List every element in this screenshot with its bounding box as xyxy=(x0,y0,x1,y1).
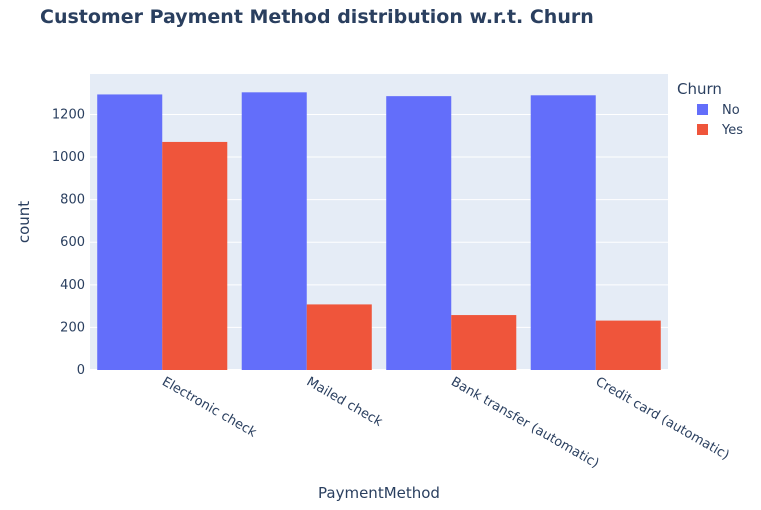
bar-no-1 xyxy=(241,92,307,371)
legend-swatch-yes[interactable] xyxy=(697,124,708,135)
y-tick-labels: 0 200 400 600 800 1000 1200 xyxy=(52,107,85,378)
y-tick-label: 1200 xyxy=(52,107,85,122)
bar-yes-0 xyxy=(162,141,228,370)
y-tick-label: 1000 xyxy=(52,150,85,165)
x-tick-label: Bank transfer (automatic) xyxy=(448,374,601,471)
legend-title: Churn xyxy=(677,80,722,98)
bar-no-2 xyxy=(386,96,452,370)
chart-title: Customer Payment Method distribution w.r… xyxy=(40,6,594,28)
x-tick-label: Electronic check xyxy=(159,374,259,440)
bar-no-0 xyxy=(97,94,163,370)
legend: Churn No Yes xyxy=(677,80,743,138)
y-tick-label: 600 xyxy=(60,235,85,250)
x-axis-title: PaymentMethod xyxy=(318,484,440,502)
bar-yes-2 xyxy=(451,315,517,370)
y-tick-label: 200 xyxy=(60,320,85,335)
bars xyxy=(97,92,661,371)
x-tick-label: Credit card (automatic) xyxy=(593,374,732,463)
bar-no-3 xyxy=(530,95,596,370)
bar-yes-1 xyxy=(306,304,372,370)
x-tick-label: Mailed check xyxy=(304,374,385,430)
y-tick-label: 800 xyxy=(60,193,85,208)
legend-label-no[interactable]: No xyxy=(722,103,740,118)
bar-yes-3 xyxy=(595,320,661,370)
y-tick-label: 400 xyxy=(60,278,85,293)
y-tick-label: 0 xyxy=(77,363,85,378)
y-axis-title: count xyxy=(15,201,33,243)
legend-swatch-no[interactable] xyxy=(697,104,708,115)
x-tick-labels: Electronic check Mailed check Bank transfe… xyxy=(159,374,731,471)
legend-label-yes[interactable]: Yes xyxy=(721,123,743,138)
